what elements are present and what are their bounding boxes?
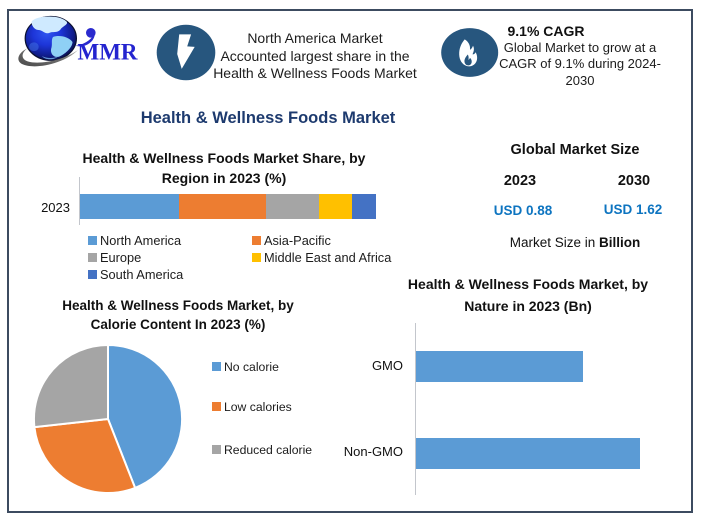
svg-text:MMR: MMR [78,40,138,65]
